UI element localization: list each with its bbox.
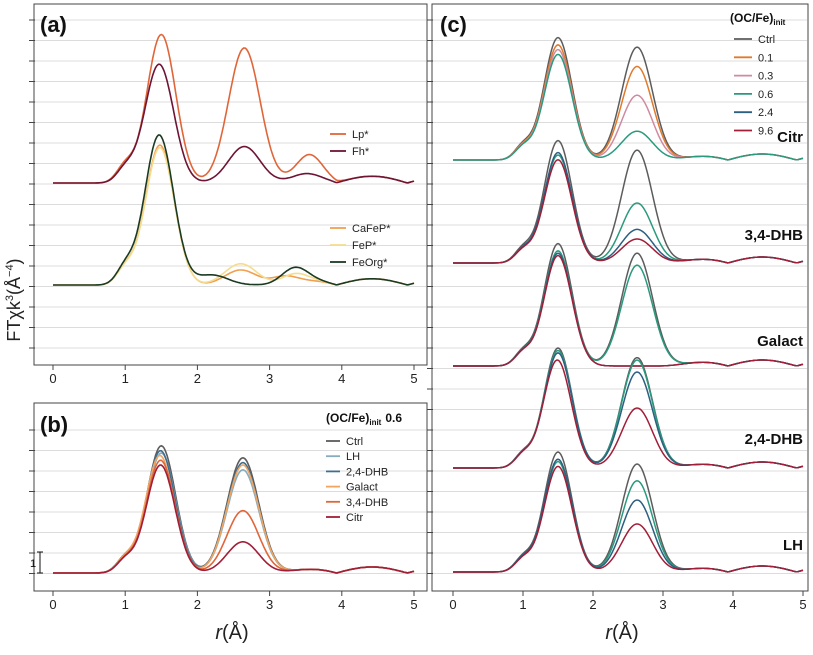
series-line-lh-24	[453, 458, 804, 573]
x-tick-label: 2	[194, 371, 201, 386]
x-tick-label: 1	[122, 597, 129, 612]
panel-a-series	[53, 33, 415, 286]
legend-label-ctrl: Ctrl	[346, 436, 363, 448]
y-label-unit-open: (Å	[4, 277, 24, 295]
panel-a: 0 1 2 3 4 5 (a)	[29, 3, 428, 386]
series-line-24dhb-96	[453, 359, 804, 469]
panel-c-legend-entries: Ctrl 0.1 0.3 0.6 2.4 9.6	[734, 34, 775, 138]
x-tick-label: 5	[410, 597, 417, 612]
scale-bar: 1	[30, 551, 43, 574]
legend-title-sub: init	[369, 418, 381, 427]
legend-label-c-01: 0.1	[758, 52, 773, 64]
x-tick-label: 1	[519, 597, 526, 612]
panel-a-label: (a)	[40, 12, 67, 37]
x-axis-label-b: r(Å)	[215, 621, 248, 644]
x-tick-label: 3	[659, 597, 666, 612]
y-label-unit-sup: −4	[4, 264, 16, 277]
panel-c-series	[453, 36, 804, 573]
x-tick-label: 5	[410, 371, 417, 386]
y-axis-label: FTχk3(Å−4)	[4, 258, 24, 341]
panel-b-legend: (OC/Fe)init 0.6 Ctrl LH 2,4-DHB Galact 3,4-DH…	[326, 411, 402, 524]
panel-c-label: (c)	[440, 12, 467, 37]
x-tick-label: 0	[449, 597, 456, 612]
x-tick-label: 5	[799, 597, 806, 612]
x-label-unit-b: (Å)	[222, 621, 249, 644]
group-label-lh: LH	[783, 537, 803, 554]
x-tick-label: 2	[194, 597, 201, 612]
series-line-galact-96	[453, 254, 804, 367]
x-tick-label: 2	[589, 597, 596, 612]
group-label-24dhb: 2,4-DHB	[745, 431, 804, 448]
legend-title-sub-c: init	[773, 18, 785, 27]
panel-a-gridlines	[35, 19, 426, 349]
x-axis-label-c: r(Å)	[605, 621, 638, 644]
x-label-italic-c: r	[605, 622, 613, 644]
x-label-unit-c: (Å)	[612, 621, 639, 644]
x-tick-label: 0	[49, 371, 56, 386]
legend-title-value: 0.6	[385, 411, 402, 425]
legend-label-fh: Fh*	[352, 146, 370, 158]
y-label-sup: 3	[4, 295, 16, 301]
x-label-italic-b: r	[215, 622, 223, 644]
panel-a-axis: 0 1 2 3 4 5	[29, 19, 418, 386]
x-tick-label: 3	[266, 371, 273, 386]
legend-label-c-06: 0.6	[758, 89, 773, 101]
panel-c: 0 1 2 3 4 5 (c)	[427, 3, 809, 612]
panel-c-legend: (OC/Fe)init Ctrl 0.1 0.3 0.6 2.4 9.6	[730, 11, 786, 138]
y-label-main: FTχk	[4, 300, 24, 341]
legend-title-main-c: (OC/Fe)	[730, 11, 773, 25]
legend-label-lh: LH	[346, 451, 360, 463]
x-tick-label: 3	[266, 597, 273, 612]
panel-b-legend-entries: Ctrl LH 2,4-DHB Galact 3,4-DHB Citr	[326, 436, 388, 524]
legend-label-galact: Galact	[346, 482, 378, 494]
panel-c-gridlines	[433, 19, 807, 574]
legend-label-c-96: 9.6	[758, 126, 773, 138]
group-label-citr: Citr	[777, 129, 803, 146]
series-line-citr-06	[453, 53, 804, 161]
x-tick-label: 4	[338, 597, 345, 612]
series-line-citr	[53, 464, 415, 574]
panel-b-legend-title: (OC/Fe)init 0.6	[326, 411, 402, 427]
panel-b-label: (b)	[40, 412, 68, 437]
legend-label-cafep: CaFeP*	[352, 223, 391, 235]
legend-label-c-24: 2.4	[758, 107, 773, 119]
series-line-galact-06	[453, 249, 804, 367]
panel-b-frame	[33, 402, 428, 592]
series-line-lh-96	[453, 465, 804, 573]
x-tick-label: 4	[729, 597, 736, 612]
panel-c-legend-title: (OC/Fe)init	[730, 11, 786, 27]
series-line-fh	[53, 63, 415, 184]
panel-b-gridlines	[35, 429, 426, 574]
legend-label-c-03: 0.3	[758, 71, 773, 83]
scale-bar-label: 1	[30, 558, 36, 570]
panel-c-axis: 0 1 2 3 4 5	[427, 19, 807, 612]
series-line-lp	[53, 33, 415, 184]
series-line-lh-06	[453, 460, 804, 573]
panel-b-series	[53, 444, 415, 574]
panel-a-legend-2: CaFeP* FeP* FeOrg*	[330, 223, 391, 269]
legend-label-34dhb: 3,4-DHB	[346, 497, 388, 509]
series-line-feorg	[53, 134, 415, 286]
series-line-citr-Ctrl	[453, 36, 804, 161]
group-label-34dhb: 3,4-DHB	[745, 227, 804, 244]
legend-label-fep: FeP*	[352, 240, 377, 252]
legend-label-citr: Citr	[346, 512, 363, 524]
legend-label-lp: Lp*	[352, 129, 369, 141]
series-line-ctrl	[53, 444, 415, 574]
x-tick-label: 4	[338, 371, 345, 386]
panel-a-legend-1: Lp* Fh*	[330, 129, 370, 158]
series-line-34dhb-96	[453, 159, 804, 264]
legend-label-feorg: FeOrg*	[352, 257, 388, 269]
panel-b-axis: 0 1 2 3 4 5	[29, 429, 418, 612]
x-tick-label: 0	[49, 597, 56, 612]
y-label-unit-close: )	[4, 258, 24, 264]
legend-label-24dhb: 2,4-DHB	[346, 466, 388, 478]
panel-c-frame	[431, 3, 809, 592]
panel-b: 0 1 2 3 4 5 (b)	[29, 402, 428, 612]
legend-label-c-Ctrl: Ctrl	[758, 34, 775, 46]
group-label-galact: Galact	[757, 333, 803, 350]
x-tick-label: 1	[122, 371, 129, 386]
legend-title-main: (OC/Fe)	[326, 411, 369, 425]
